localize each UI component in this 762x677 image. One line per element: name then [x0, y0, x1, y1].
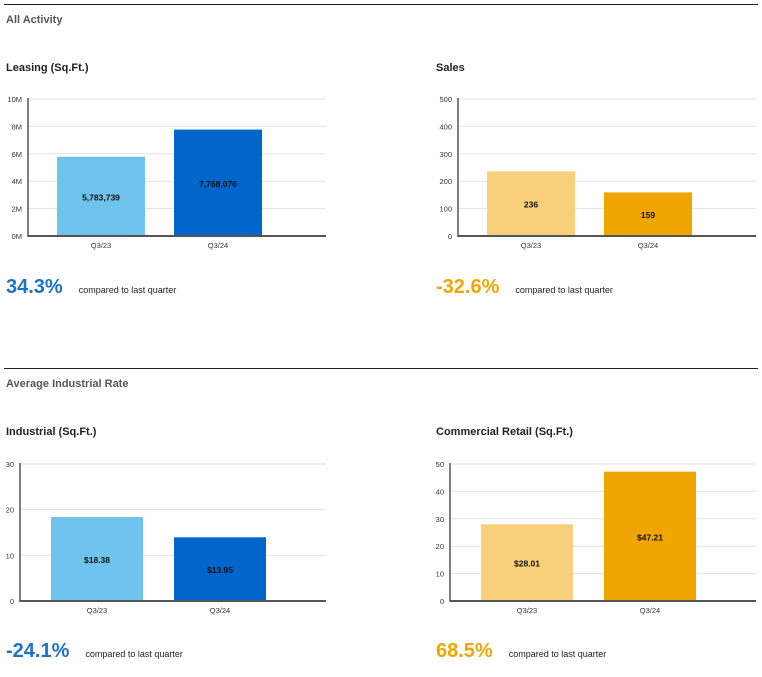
x-tick-label: Q3/24: [638, 241, 658, 250]
x-tick-label: Q3/23: [521, 241, 541, 250]
sales-change-percent: -32.6%: [436, 276, 500, 298]
y-tick-label: 20: [6, 506, 14, 515]
section-divider: [4, 4, 758, 5]
leasing-change-percent: 34.3%: [6, 276, 63, 298]
y-tick-label: 0: [440, 597, 444, 606]
chart-title-sales: Sales: [436, 62, 465, 74]
industrial-change-percent: -24.1%: [6, 640, 70, 662]
x-tick-label: Q3/23: [87, 606, 107, 615]
data-label: $47.21: [637, 532, 663, 542]
y-tick-label: 200: [439, 177, 452, 186]
data-label: $28.01: [514, 559, 540, 569]
bar: [604, 471, 696, 601]
y-tick-label: 20: [436, 542, 444, 551]
x-tick-label: Q3/24: [208, 241, 228, 250]
leasing-change-note: compared to last quarter: [78, 285, 177, 295]
industrial-change-stat: -24.1% compared to last quarter: [6, 640, 183, 663]
x-tick-label: Q3/24: [210, 606, 230, 615]
y-tick-label: 10M: [7, 95, 22, 104]
data-label: $13.95: [207, 565, 233, 575]
y-tick-label: 6M: [12, 150, 22, 159]
sales-change-stat: -32.6% compared to last quarter: [436, 276, 613, 299]
chart-title-industrial: Industrial (Sq.Ft.): [6, 426, 97, 438]
bar: [174, 537, 266, 601]
section-title-all-activity: All Activity: [6, 14, 63, 26]
y-tick-label: 0M: [12, 232, 22, 241]
section-divider: [4, 368, 758, 369]
industrial-change-note: compared to last quarter: [85, 649, 183, 659]
y-tick-label: 40: [436, 487, 444, 496]
y-tick-label: 300: [439, 150, 452, 159]
y-tick-label: 8M: [12, 122, 22, 131]
y-tick-label: 4M: [12, 177, 22, 186]
sales-change-note: compared to last quarter: [515, 285, 613, 295]
x-tick-label: Q3/23: [91, 241, 111, 250]
y-tick-label: 0: [10, 597, 14, 606]
y-tick-label: 100: [439, 205, 452, 214]
y-tick-label: 30: [6, 460, 14, 469]
x-tick-label: Q3/24: [640, 606, 660, 615]
bar: [57, 156, 145, 236]
y-tick-label: 10: [6, 551, 14, 560]
bar: [487, 171, 575, 236]
data-label: 5,783,739: [82, 192, 120, 202]
y-tick-label: 50: [436, 460, 444, 469]
data-label: 7,768,076: [199, 179, 237, 189]
y-tick-label: 10: [436, 570, 444, 579]
chart-title-commercial-retail: Commercial Retail (Sq.Ft.): [436, 426, 573, 438]
y-tick-label: 400: [439, 122, 452, 131]
x-tick-label: Q3/23: [517, 606, 537, 615]
data-label: $18.38: [84, 555, 110, 565]
commercial-retail-change-stat: 68.5% compared to last quarter: [436, 640, 606, 663]
bar: [604, 192, 692, 236]
y-tick-label: 2M: [12, 205, 22, 214]
bar: [481, 524, 573, 601]
chart-title-leasing: Leasing (Sq.Ft.): [6, 62, 89, 74]
commercial-retail-change-note: compared to last quarter: [508, 649, 607, 659]
bar: [174, 129, 262, 236]
y-tick-label: 30: [436, 515, 444, 524]
section-title-average-industrial-rate: Average Industrial Rate: [6, 378, 129, 390]
commercial-retail-change-percent: 68.5%: [436, 640, 493, 662]
leasing-change-stat: 34.3% compared to last quarter: [6, 276, 176, 299]
y-tick-label: 500: [439, 95, 452, 104]
y-tick-label: 0: [448, 232, 452, 241]
data-label: 159: [641, 210, 655, 220]
data-label: 236: [524, 200, 538, 210]
bar: [51, 517, 143, 601]
